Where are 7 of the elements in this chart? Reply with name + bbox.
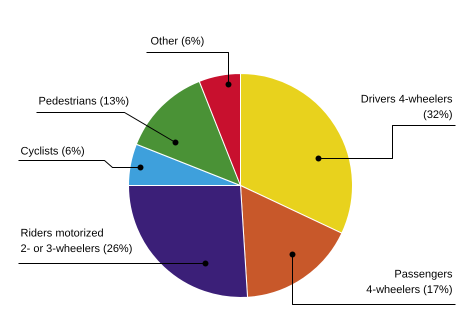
slice-label: Other (6%) [150,36,204,48]
data-label: (32%) [423,109,452,122]
slice-label: Riders motorized 2- or 3-wheelers (26%) [20,228,132,256]
slice-label: Cyclists (6%) [20,146,85,158]
slice-label: Passengers 4-wheelers (17%) [366,268,453,296]
slice-label: Pedestrians (13%) [38,96,129,108]
slice-label: Drivers 4-wheelers [360,94,453,106]
